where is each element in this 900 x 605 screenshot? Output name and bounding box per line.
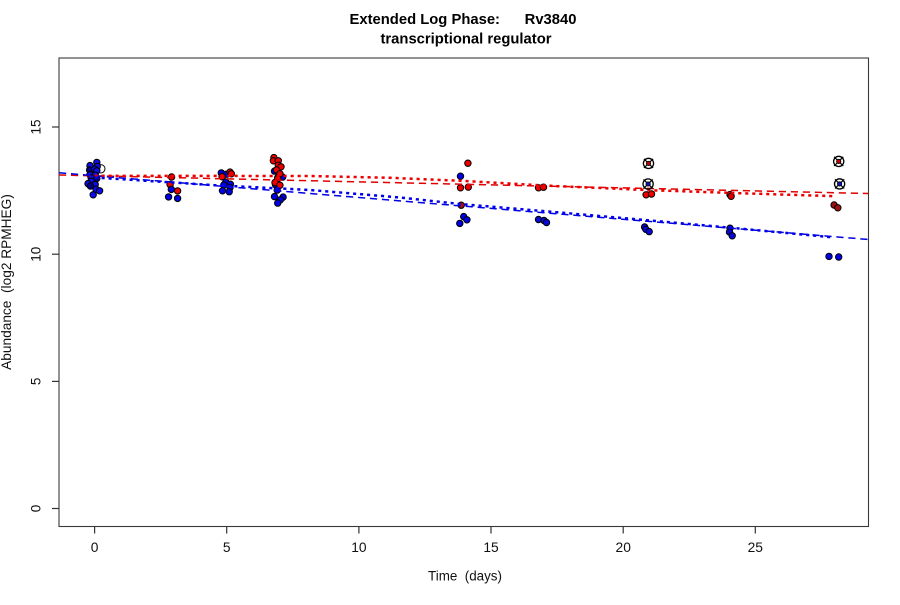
svg-text:5: 5 xyxy=(29,378,44,386)
svg-text:10: 10 xyxy=(29,247,44,262)
svg-text:5: 5 xyxy=(223,540,231,555)
svg-text:20: 20 xyxy=(616,540,632,555)
svg-text:0: 0 xyxy=(29,505,44,513)
svg-text:Abundance (log2 RPMHEG): Abundance (log2 RPMHEG) xyxy=(0,194,14,370)
svg-text:15: 15 xyxy=(29,119,44,134)
svg-text:0: 0 xyxy=(91,540,99,555)
svg-text:10: 10 xyxy=(351,540,367,555)
svg-text:Time (days): Time (days) xyxy=(428,569,502,584)
svg-text:Extended Log Phase: Rv384: Extended Log Phase: Rv3840 xyxy=(350,12,577,28)
svg-text:transcriptional regulator: transcriptional regulator xyxy=(380,32,551,48)
svg-text:25: 25 xyxy=(748,540,764,555)
svg-text:15: 15 xyxy=(483,540,499,555)
